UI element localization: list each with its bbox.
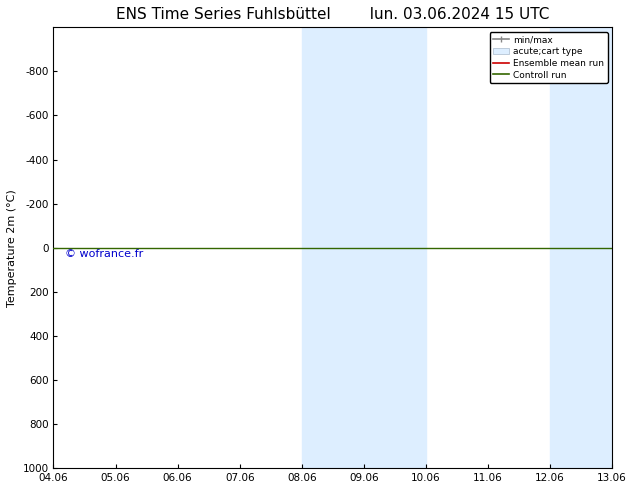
Text: © wofrance.fr: © wofrance.fr	[65, 249, 143, 259]
Bar	[302, 27, 364, 468]
Y-axis label: Temperature 2m (°C): Temperature 2m (°C)	[7, 189, 17, 307]
Bar	[550, 27, 612, 468]
Bar	[364, 27, 426, 468]
Title: ENS Time Series Fuhlsbüttel        lun. 03.06.2024 15 UTC: ENS Time Series Fuhlsbüttel lun. 03.06.2…	[116, 7, 550, 22]
Legend: min/max, acute;cart type, Ensemble mean run, Controll run: min/max, acute;cart type, Ensemble mean …	[489, 32, 607, 83]
